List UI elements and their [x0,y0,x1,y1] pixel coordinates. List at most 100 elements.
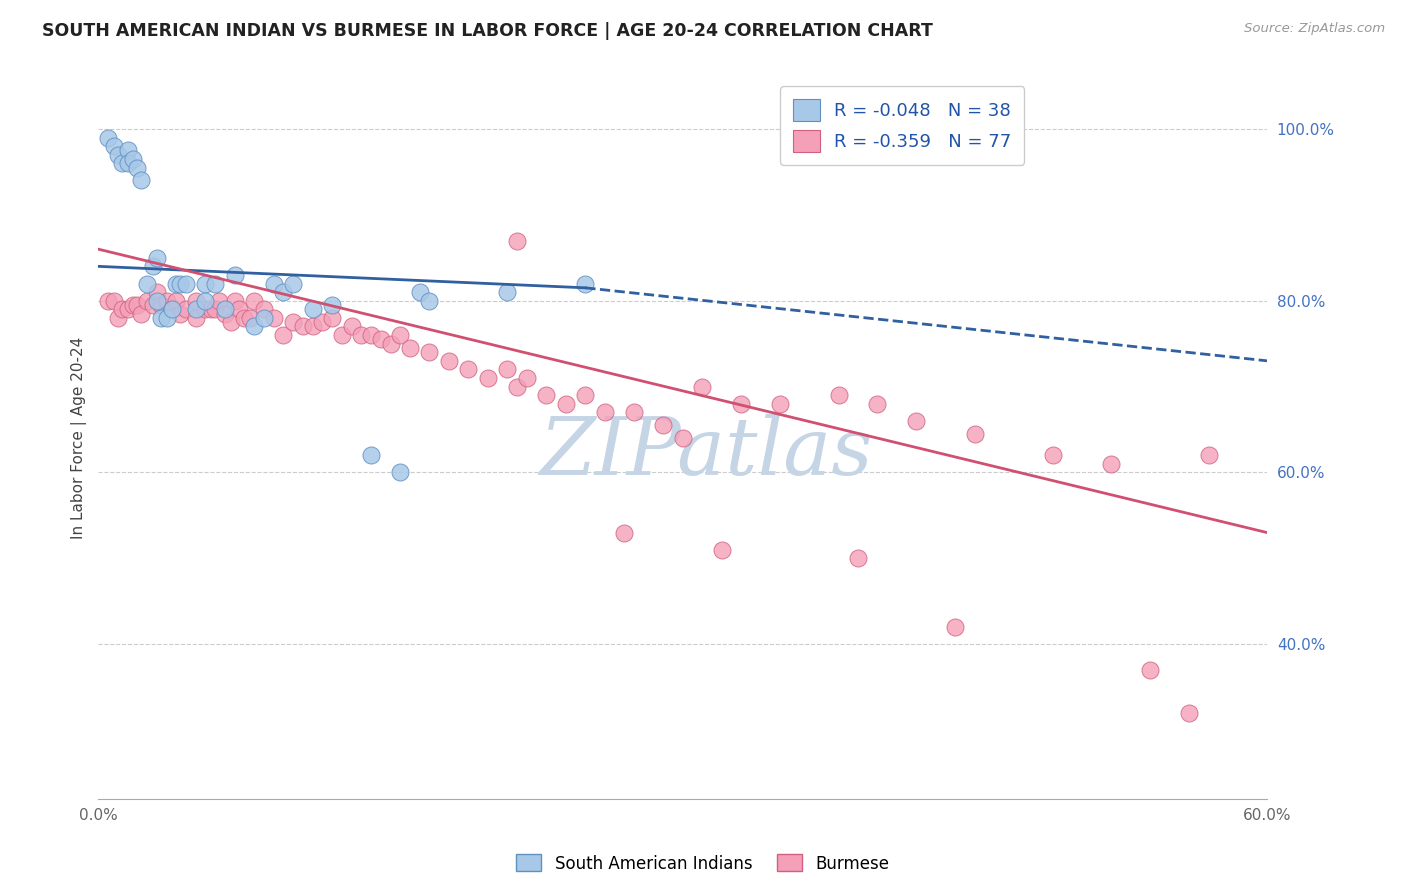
Point [165,277,187,291]
Point [370,332,392,346]
Point [107,310,129,325]
Point [97,293,120,308]
Point [769,397,792,411]
Point [536,388,558,402]
Point [146,293,169,308]
Point [945,620,967,634]
Point [129,173,152,187]
Point [127,161,149,175]
Point [389,328,412,343]
Point [97,130,120,145]
Point [291,319,314,334]
Point [174,277,197,291]
Point [208,293,231,308]
Point [117,156,139,170]
Point [613,525,636,540]
Point [730,397,752,411]
Point [1198,448,1220,462]
Legend: South American Indians, Burmese: South American Indians, Burmese [510,847,896,880]
Point [194,293,217,308]
Point [457,362,479,376]
Point [253,302,276,317]
Point [380,336,402,351]
Point [281,315,304,329]
Point [273,285,295,299]
Point [224,268,246,282]
Point [321,298,343,312]
Point [263,310,285,325]
Point [574,277,596,291]
Legend: R = -0.048   N = 38, R = -0.359   N = 77: R = -0.048 N = 38, R = -0.359 N = 77 [780,87,1025,165]
Point [399,341,422,355]
Point [623,405,645,419]
Point [117,144,139,158]
Point [866,397,889,411]
Point [117,302,139,317]
Point [1042,448,1064,462]
Point [360,328,382,343]
Point [184,302,207,317]
Point [224,293,246,308]
Point [418,345,440,359]
Point [169,307,191,321]
Point [846,551,869,566]
Point [146,285,169,299]
Point [165,293,187,308]
Point [330,328,353,343]
Point [214,302,236,317]
Point [477,371,499,385]
Point [554,397,576,411]
Point [963,426,986,441]
Point [184,310,207,325]
Point [103,139,125,153]
Point [111,302,134,317]
Point [243,293,266,308]
Point [129,307,152,321]
Point [103,293,125,308]
Point [350,328,373,343]
Point [162,302,184,317]
Point [149,310,172,325]
Point [239,310,262,325]
Point [437,354,460,368]
Point [301,319,323,334]
Point [321,310,343,325]
Text: SOUTH AMERICAN INDIAN VS BURMESE IN LABOR FORCE | AGE 20-24 CORRELATION CHART: SOUTH AMERICAN INDIAN VS BURMESE IN LABO… [42,22,934,40]
Point [162,302,184,317]
Point [409,285,432,299]
Point [111,156,134,170]
Point [122,298,145,312]
Point [184,293,207,308]
Point [253,310,276,325]
Point [219,315,242,329]
Point [127,298,149,312]
Text: ZIPatlas: ZIPatlas [540,414,873,491]
Point [418,293,440,308]
Point [672,431,695,445]
Point [136,293,159,308]
Point [1099,457,1122,471]
Point [204,277,226,291]
Point [263,277,285,291]
Point [149,298,172,312]
Point [827,388,849,402]
Point [243,319,266,334]
Point [905,414,928,428]
Point [652,418,675,433]
Point [710,542,733,557]
Text: Source: ZipAtlas.com: Source: ZipAtlas.com [1244,22,1385,36]
Point [574,388,596,402]
Point [360,448,382,462]
Point [311,315,333,329]
Point [200,302,222,317]
Point [155,310,177,325]
Point [107,147,129,161]
Point [690,379,713,393]
Point [389,466,412,480]
Point [593,405,616,419]
Point [301,302,323,317]
Point [340,319,363,334]
Point [142,298,165,312]
Point [228,302,250,317]
Point [506,234,529,248]
